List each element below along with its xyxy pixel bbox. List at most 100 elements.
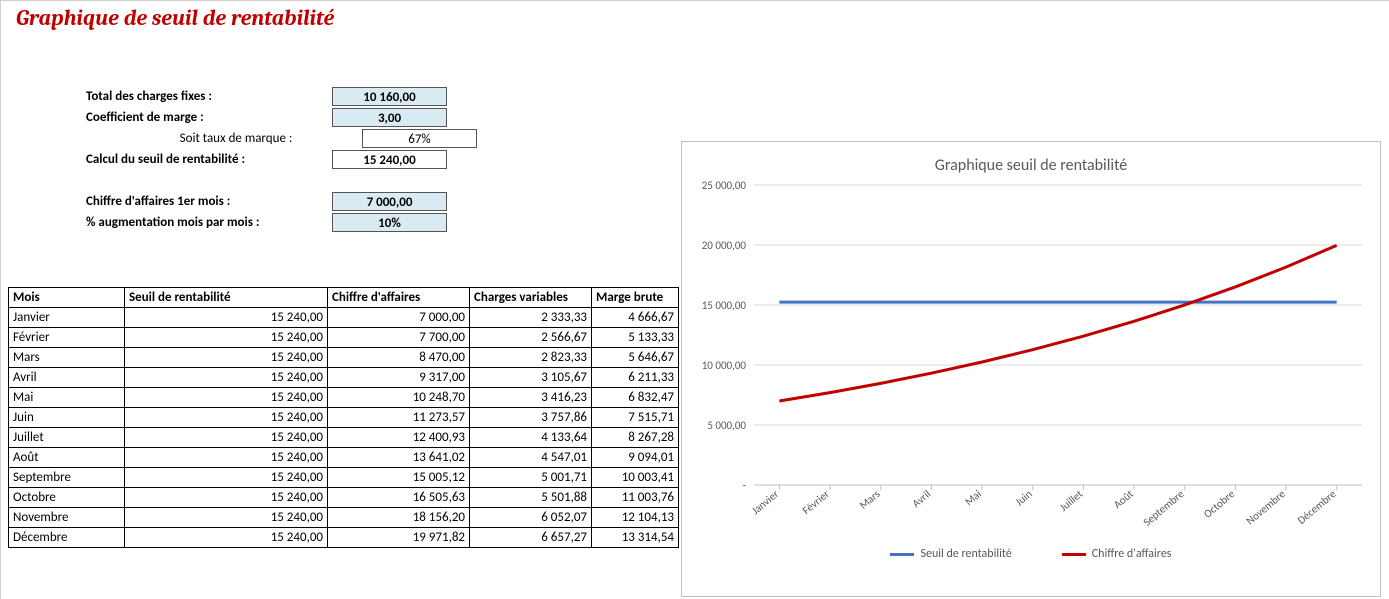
label-taux-marque: Soit taux de marque :	[86, 131, 362, 146]
th-cv[interactable]: Charges variables	[470, 288, 592, 308]
cell-mb[interactable]: 8 267,28	[592, 428, 679, 448]
cell-cv[interactable]: 2 566,67	[470, 328, 592, 348]
cell-seuil[interactable]: 15 240,00	[125, 448, 328, 468]
cell-cv[interactable]: 2 823,33	[470, 348, 592, 368]
cell-aug[interactable]: 10%	[332, 213, 447, 232]
cell-mois[interactable]: Juin	[9, 408, 125, 428]
cell-mb[interactable]: 5 646,67	[592, 348, 679, 368]
legend-swatch-seuil	[890, 553, 914, 556]
cell-charges-fixes[interactable]: 10 160,00	[332, 87, 447, 106]
cell-ca[interactable]: 10 248,70	[328, 388, 470, 408]
worksheet[interactable]: Graphique de seuil de rentabilité Total …	[0, 0, 1389, 599]
cell-cv[interactable]: 4 133,64	[470, 428, 592, 448]
svg-text:Janvier: Janvier	[749, 487, 781, 517]
data-table: Mois Seuil de rentabilité Chiffre d'affa…	[8, 287, 668, 548]
cell-ca[interactable]: 7 000,00	[328, 308, 470, 328]
cell-cv[interactable]: 6 052,07	[470, 508, 592, 528]
cell-mb[interactable]: 7 515,71	[592, 408, 679, 428]
cell-mb[interactable]: 6 211,33	[592, 368, 679, 388]
cell-ca[interactable]: 12 400,93	[328, 428, 470, 448]
cell-mb[interactable]: 9 094,01	[592, 448, 679, 468]
cell-cv[interactable]: 2 333,33	[470, 308, 592, 328]
cell-cv[interactable]: 3 757,86	[470, 408, 592, 428]
cell-mois[interactable]: Août	[9, 448, 125, 468]
cell-ca[interactable]: 7 700,00	[328, 328, 470, 348]
table-row: Juin15 240,0011 273,573 757,867 515,71	[9, 408, 679, 428]
cell-seuil[interactable]: 15 240,00	[125, 308, 328, 328]
svg-text:Mars: Mars	[857, 487, 883, 512]
svg-text:Décembre: Décembre	[1295, 487, 1339, 527]
cell-cv[interactable]: 4 547,01	[470, 448, 592, 468]
cell-mb[interactable]: 11 003,76	[592, 488, 679, 508]
legend-label-ca: Chiffre d'affaires	[1092, 547, 1172, 561]
cell-mois[interactable]: Janvier	[9, 308, 125, 328]
chart-legend: Seuil de rentabilité Chiffre d'affaires	[682, 547, 1380, 561]
cell-taux-marque[interactable]: 67%	[362, 129, 477, 148]
table-row: Juillet15 240,0012 400,934 133,648 267,2…	[9, 428, 679, 448]
cell-cv[interactable]: 3 105,67	[470, 368, 592, 388]
cell-mois[interactable]: Novembre	[9, 508, 125, 528]
svg-text:Octobre: Octobre	[1201, 487, 1238, 521]
cell-mb[interactable]: 6 832,47	[592, 388, 679, 408]
cell-ca[interactable]: 15 005,12	[328, 468, 470, 488]
cell-mb[interactable]: 13 314,54	[592, 528, 679, 548]
cell-seuil[interactable]: 15 240,00	[125, 408, 328, 428]
svg-text:25 000,00: 25 000,00	[702, 179, 747, 192]
cell-cv[interactable]: 5 001,71	[470, 468, 592, 488]
table-row: Mars15 240,008 470,002 823,335 646,67	[9, 348, 679, 368]
cell-seuil[interactable]: 15 240,00	[125, 468, 328, 488]
table-row: Mai15 240,0010 248,703 416,236 832,47	[9, 388, 679, 408]
cell-mois[interactable]: Décembre	[9, 528, 125, 548]
table-row: Décembre15 240,0019 971,826 657,2713 314…	[9, 528, 679, 548]
cell-seuil[interactable]: 15 240,00	[125, 388, 328, 408]
cell-ca[interactable]: 16 505,63	[328, 488, 470, 508]
cell-ca[interactable]: 9 317,00	[328, 368, 470, 388]
cell-ca[interactable]: 18 156,20	[328, 508, 470, 528]
cell-seuil[interactable]: 15 240,00	[332, 150, 447, 169]
cell-cv[interactable]: 3 416,23	[470, 388, 592, 408]
cell-seuil[interactable]: 15 240,00	[125, 328, 328, 348]
table-row: Octobre15 240,0016 505,635 501,8811 003,…	[9, 488, 679, 508]
svg-text:Juin: Juin	[1013, 487, 1035, 508]
cell-seuil[interactable]: 15 240,00	[125, 528, 328, 548]
cell-mois[interactable]: Mai	[9, 388, 125, 408]
cell-mb[interactable]: 4 666,67	[592, 308, 679, 328]
svg-text:Juillet: Juillet	[1057, 487, 1085, 514]
th-mois[interactable]: Mois	[9, 288, 125, 308]
cell-seuil[interactable]: 15 240,00	[125, 428, 328, 448]
cell-mois[interactable]: Juillet	[9, 428, 125, 448]
break-even-chart[interactable]: Graphique seuil de rentabilité -5 000,00…	[681, 141, 1381, 597]
table-row: Janvier15 240,007 000,002 333,334 666,67	[9, 308, 679, 328]
cell-ca[interactable]: 13 641,02	[328, 448, 470, 468]
th-mb[interactable]: Marge brute	[592, 288, 679, 308]
cell-seuil[interactable]: 15 240,00	[125, 368, 328, 388]
chart-plot: -5 000,0010 000,0015 000,0020 000,0025 0…	[682, 175, 1380, 545]
cell-cv[interactable]: 6 657,27	[470, 528, 592, 548]
cell-coef-marge[interactable]: 3,00	[332, 108, 447, 127]
cell-ca-1er[interactable]: 7 000,00	[332, 192, 447, 211]
table-row: Septembre15 240,0015 005,125 001,7110 00…	[9, 468, 679, 488]
cell-seuil[interactable]: 15 240,00	[125, 488, 328, 508]
label-seuil: Calcul du seuil de rentabilité :	[86, 152, 332, 167]
cell-mois[interactable]: Octobre	[9, 488, 125, 508]
cell-cv[interactable]: 5 501,88	[470, 488, 592, 508]
cell-seuil[interactable]: 15 240,00	[125, 508, 328, 528]
cell-ca[interactable]: 8 470,00	[328, 348, 470, 368]
cell-mb[interactable]: 12 104,13	[592, 508, 679, 528]
cell-mois[interactable]: Février	[9, 328, 125, 348]
cell-mois[interactable]: Mars	[9, 348, 125, 368]
cell-mb[interactable]: 5 133,33	[592, 328, 679, 348]
label-charges-fixes: Total des charges fixes :	[86, 89, 332, 104]
th-seuil[interactable]: Seuil de rentabilité	[125, 288, 328, 308]
cell-mois[interactable]: Septembre	[9, 468, 125, 488]
cell-ca[interactable]: 19 971,82	[328, 528, 470, 548]
cell-mb[interactable]: 10 003,41	[592, 468, 679, 488]
cell-ca[interactable]: 11 273,57	[328, 408, 470, 428]
svg-text:5 000,00: 5 000,00	[707, 419, 746, 432]
th-ca[interactable]: Chiffre d'affaires	[328, 288, 470, 308]
cell-seuil[interactable]: 15 240,00	[125, 348, 328, 368]
table-row: Août15 240,0013 641,024 547,019 094,01	[9, 448, 679, 468]
svg-text:Septembre: Septembre	[1141, 487, 1187, 529]
cell-mois[interactable]: Avril	[9, 368, 125, 388]
svg-text:-: -	[743, 479, 746, 492]
